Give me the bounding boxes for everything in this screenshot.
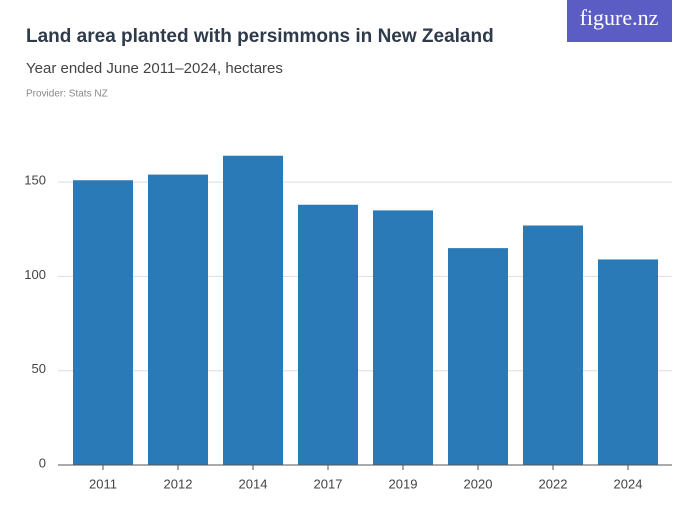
logo-box (567, 0, 672, 42)
bar (373, 210, 433, 465)
x-tick-label: 2020 (464, 476, 493, 491)
y-tick-label: 50 (32, 361, 46, 376)
x-tick-label: 2019 (389, 476, 418, 491)
y-tick-label: 100 (24, 267, 46, 282)
x-tick-label: 2017 (314, 476, 343, 491)
bar (448, 248, 508, 465)
x-tick-label: 2011 (89, 476, 117, 491)
bar (598, 259, 658, 465)
x-tick-label: 2012 (164, 476, 193, 491)
bar (223, 155, 283, 465)
logo: figure.nz (580, 5, 659, 30)
y-tick-label: 0 (39, 455, 46, 470)
chart-title: Land area planted with persimmons in New… (26, 26, 494, 47)
bar (73, 180, 133, 466)
bar (523, 225, 583, 465)
x-tick-label: 2022 (539, 476, 568, 491)
x-tick-label: 2024 (614, 476, 643, 491)
x-tick-label: 2014 (239, 476, 268, 491)
y-tick-label: 150 (24, 173, 46, 188)
bar (148, 174, 208, 466)
bar (298, 204, 358, 465)
chart-subtitle: Year ended June 2011–2024, hectares (26, 60, 283, 77)
provider: Provider: Stats NZ (26, 89, 108, 100)
